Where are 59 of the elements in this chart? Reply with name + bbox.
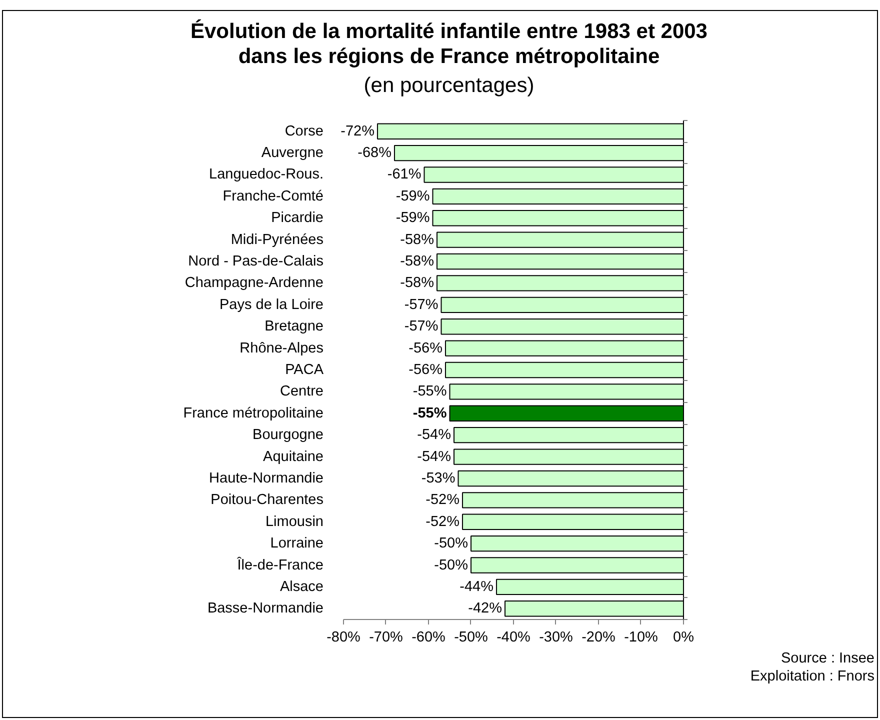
chart-subtitle: (en pourcentages): [364, 73, 534, 98]
data-label: -42%: [468, 600, 502, 617]
x-tick-label: -50%: [454, 630, 488, 646]
y-tick-label: France métropolitaine: [183, 405, 324, 422]
data-label: -52%: [426, 514, 460, 530]
x-tick-label: -60%: [412, 630, 446, 646]
y-tick-label: Aquitaine: [263, 448, 324, 465]
y-tick-label: Île-de-France: [236, 556, 324, 574]
y-tick-label: Basse-Normandie: [207, 600, 324, 617]
y-tick-label: Franche-Comté: [222, 188, 324, 204]
y-tick-label: Rhône-Alpes: [240, 340, 324, 356]
data-label: -68%: [358, 145, 392, 162]
y-tick-label: Limousin: [265, 514, 324, 530]
data-label: -58%: [400, 275, 434, 292]
y-tick-label: Corse: [284, 123, 324, 140]
data-label: -50%: [434, 557, 468, 574]
chart-title: Évolution de la mortalité infantile entre 1983 et 2003 dans les régions de France métropolitaine: [190, 19, 708, 70]
y-tick-label: Poitou-Charentes: [210, 492, 324, 508]
text: Exploitation : Fnors: [750, 668, 875, 684]
data-label: -55%: [412, 384, 447, 400]
x-tick-label: -30%: [539, 630, 574, 646]
y-tick-label: Languedoc-Rous.: [209, 166, 324, 183]
y-tick-label: Centre: [280, 384, 324, 400]
data-label: -56%: [408, 340, 443, 356]
data-label: -72%: [340, 123, 375, 140]
data-label: -53%: [421, 470, 456, 486]
data-label: -44%: [460, 578, 494, 595]
data-label: -52%: [426, 492, 460, 508]
x-tick-label: -40%: [496, 630, 531, 646]
source-note: Source : Insee: [781, 650, 874, 666]
y-tick-label: Midi-Pyrénées: [230, 232, 324, 248]
y-tick-label: Champagne-Ardenne: [184, 275, 324, 292]
y-tick-label: Pays de la Loire: [220, 296, 324, 313]
y-tick-label: Bourgogne: [252, 427, 324, 444]
data-label: -58%: [400, 254, 434, 270]
y-tick-label: Auvergne: [261, 145, 324, 162]
x-tick-label: -10%: [624, 630, 658, 646]
data-label: -50%: [434, 536, 468, 552]
data-label: -59%: [396, 188, 430, 204]
data-label: -55%: [412, 405, 447, 422]
y-tick-label: Bretagne: [264, 318, 324, 335]
data-label: -54%: [417, 427, 452, 444]
data-label: -57%: [404, 318, 438, 335]
y-tick-label: PACA: [285, 362, 324, 378]
data-label: -57%: [404, 296, 438, 313]
x-tick-label: 0%: [673, 630, 694, 646]
data-label: -54%: [417, 448, 452, 465]
x-tick-label: -80%: [326, 630, 361, 646]
y-tick-label: Lorraine: [270, 536, 324, 552]
data-label: -56%: [408, 362, 443, 378]
x-tick-label: -20%: [582, 630, 616, 646]
y-tick-label: Picardie: [271, 210, 324, 226]
data-label: -58%: [400, 232, 434, 248]
x-tick-label: -70%: [369, 630, 404, 646]
data-label: -61%: [387, 166, 422, 183]
data-label: -59%: [396, 210, 430, 226]
y-tick-label: Haute-Normandie: [209, 470, 324, 486]
y-tick-label: Nord - Pas-de-Calais: [188, 254, 324, 270]
y-tick-label: Alsace: [280, 578, 324, 595]
